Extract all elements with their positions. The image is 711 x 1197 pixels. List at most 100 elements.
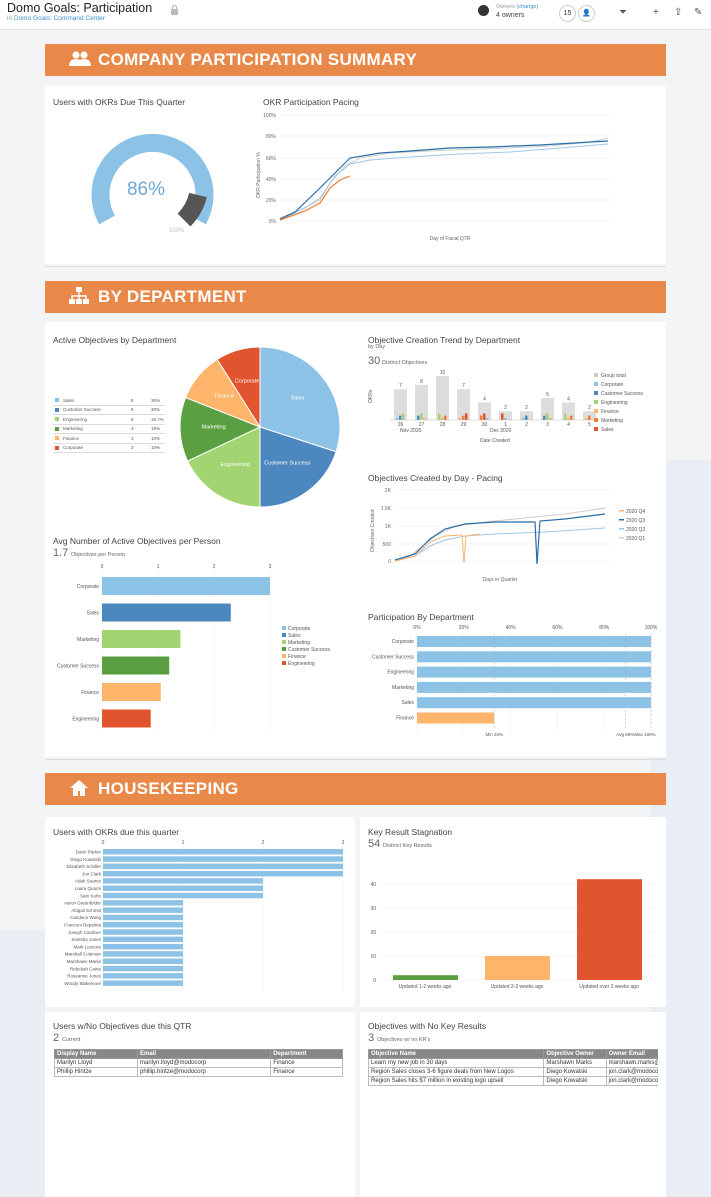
trend-total-bar[interactable] (499, 411, 512, 420)
users-bar[interactable] (103, 892, 263, 899)
trend-total-bar[interactable] (415, 384, 428, 420)
table-row[interactable]: Phillip Hintze phillip.hintze@modocorp Fin… (53, 1067, 343, 1077)
users-bar[interactable] (103, 973, 183, 979)
trend-dept-bar[interactable] (501, 413, 504, 420)
users-bar[interactable] (103, 878, 263, 884)
trend-dept-bar[interactable] (480, 415, 483, 420)
users-bar[interactable] (103, 965, 183, 972)
users-bar[interactable] (103, 907, 183, 913)
trend-total-bar[interactable] (562, 402, 575, 420)
pie-slice[interactable] (259, 426, 337, 508)
trend-dept-bar[interactable] (522, 417, 525, 420)
users-tick-label: 0 (102, 840, 105, 846)
users-bar[interactable] (103, 885, 263, 892)
table-header[interactable]: Department (270, 1049, 343, 1059)
users-bar[interactable] (103, 922, 183, 928)
avg-bar[interactable] (102, 656, 170, 675)
table-row[interactable]: Region Sales hits $7 million in existing… (368, 1076, 658, 1086)
avg-bar[interactable] (102, 577, 270, 595)
trend-dept-bar[interactable] (399, 415, 402, 420)
trend-dept-bar[interactable] (486, 417, 489, 420)
filter-icon[interactable]: ⏷ (619, 7, 627, 18)
pie-slice[interactable] (179, 396, 262, 462)
table-row[interactable]: Learn my new job in 30 days Marshawn Mark… (368, 1058, 658, 1068)
part-bar[interactable] (417, 666, 651, 678)
users-bar[interactable] (103, 856, 343, 862)
wrench-icon[interactable]: ✎ (694, 7, 703, 18)
stag-bar[interactable] (577, 879, 642, 980)
trend-x-label: 30 (482, 422, 488, 428)
users-bar[interactable] (103, 914, 183, 921)
table-header[interactable]: Objective Owner (543, 1049, 607, 1059)
trend-dept-bar[interactable] (420, 413, 423, 420)
users-bar[interactable] (103, 863, 343, 870)
avatar[interactable] (478, 5, 489, 16)
owners-change-link[interactable]: (change) (516, 4, 539, 10)
avg-bar[interactable] (102, 709, 151, 728)
pie-slice[interactable] (216, 346, 261, 429)
users-bar[interactable] (103, 929, 183, 935)
part-bar[interactable] (417, 651, 651, 663)
table-header[interactable]: Email (137, 1049, 272, 1059)
trend-total-bar[interactable] (457, 389, 470, 420)
avg-bar[interactable] (102, 683, 161, 701)
users-bar[interactable] (103, 870, 343, 877)
trend-dept-bar[interactable] (423, 417, 426, 420)
part-bar[interactable] (417, 712, 495, 724)
users-bar[interactable] (103, 900, 183, 906)
users-bar[interactable] (103, 951, 183, 957)
avg-legend-swatch (282, 647, 286, 651)
trend-dept-bar[interactable] (543, 415, 546, 420)
pie-slice[interactable] (259, 346, 341, 453)
lock-icon[interactable] (170, 2, 179, 20)
trend-dept-bar[interactable] (585, 417, 588, 420)
part-bar[interactable] (417, 697, 651, 709)
table-header[interactable]: Objective Name (368, 1049, 545, 1059)
trend-dept-bar[interactable] (483, 413, 486, 420)
trend-dept-bar[interactable] (441, 417, 444, 420)
trend-dept-bar[interactable] (549, 417, 552, 420)
stag-bar[interactable] (485, 956, 550, 980)
command-center-link[interactable]: Domo Goals: Command Center (13, 15, 105, 22)
trend-total-bar[interactable] (541, 398, 554, 420)
add-user-icon[interactable]: 👤 (578, 5, 595, 22)
trend-dept-bar[interactable] (588, 415, 591, 420)
table-row[interactable]: Marilyn Lloyd marilyn.lloyd@modocorp Finan… (53, 1058, 343, 1068)
trend-dept-bar[interactable] (417, 415, 420, 420)
trend-dept-bar[interactable] (396, 417, 399, 420)
trend-total-bar[interactable] (436, 376, 449, 420)
trend-dept-bar[interactable] (465, 413, 468, 420)
org-chart-icon (69, 287, 89, 304)
avg-bar[interactable] (102, 630, 181, 648)
table-header[interactable]: Owner Email (605, 1049, 658, 1059)
trend-dept-bar[interactable] (462, 415, 465, 420)
trend-total-bar[interactable] (394, 389, 407, 420)
trend-dept-bar[interactable] (444, 415, 447, 420)
no-key-results-table-wrap[interactable]: Objective Name Objective Owner Owner Email… (368, 1049, 658, 1086)
table-header[interactable]: Display Name (53, 1049, 139, 1059)
part-bar[interactable] (417, 636, 651, 647)
part-bar[interactable] (417, 681, 651, 693)
users-bar[interactable] (103, 980, 183, 986)
trend-dept-bar[interactable] (564, 413, 567, 420)
stag-bar[interactable] (393, 975, 458, 980)
dept-count: 5 (131, 416, 134, 422)
table-row[interactable]: Region Sales closes 3-6 figure deals fro… (368, 1067, 658, 1077)
trend-dept-bar[interactable] (438, 413, 441, 420)
users-bar[interactable] (103, 936, 183, 943)
share-count-badge[interactable]: 15 (559, 5, 576, 22)
trend-dept-bar[interactable] (546, 413, 549, 420)
trend-dept-bar[interactable] (402, 413, 405, 420)
pie-slice[interactable] (186, 426, 261, 508)
add-icon[interactable]: + (653, 7, 659, 18)
avg-bar[interactable] (102, 603, 231, 622)
trend-dept-bar[interactable] (570, 415, 573, 420)
users-bar[interactable] (103, 943, 183, 950)
trend-dept-bar[interactable] (504, 417, 507, 420)
users-bar[interactable] (103, 958, 183, 965)
trend-dept-bar[interactable] (567, 417, 570, 420)
trend-dept-bar[interactable] (525, 415, 528, 420)
users-bar[interactable] (103, 849, 343, 855)
share-icon[interactable]: ⇪ (674, 7, 683, 18)
trend-dept-bar[interactable] (459, 417, 462, 420)
